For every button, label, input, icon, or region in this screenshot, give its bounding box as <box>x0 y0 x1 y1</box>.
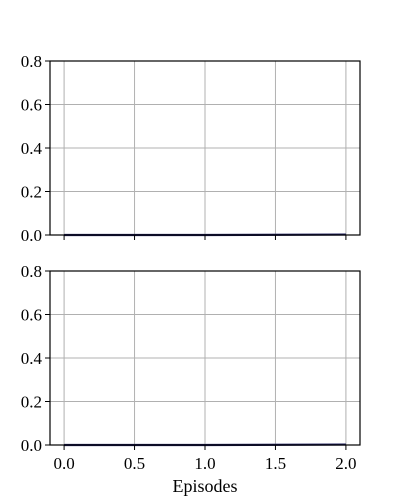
y-tick-label: 0.2 <box>21 183 42 202</box>
x-axis-label: Episodes <box>173 476 238 496</box>
x-tick-label: 1.0 <box>194 454 215 473</box>
x-tick-label: 1.5 <box>265 454 286 473</box>
y-tick-label: 0.8 <box>21 262 42 281</box>
y-tick-label: 0.6 <box>21 96 42 115</box>
y-tick-label: 0.4 <box>21 349 43 368</box>
bottom-subplot: 0.0 0.2 0.4 0.6 0.8 0.0 0.5 1.0 1.5 2.0 <box>21 262 361 473</box>
y-tick-label: 0.6 <box>21 306 42 325</box>
x-tick-label: 0.5 <box>124 454 145 473</box>
x-tick-label: 0.0 <box>53 454 74 473</box>
y-tick-label: 0.0 <box>21 226 42 245</box>
y-tick-label: 0.8 <box>21 52 42 71</box>
top-subplot: 0.0 0.2 0.4 0.6 0.8 <box>21 52 361 245</box>
x-tick-label: 2.0 <box>335 454 356 473</box>
y-tick-label: 0.4 <box>21 139 43 158</box>
y-tick-label: 0.2 <box>21 393 42 412</box>
y-tick-label: 0.0 <box>21 436 42 455</box>
